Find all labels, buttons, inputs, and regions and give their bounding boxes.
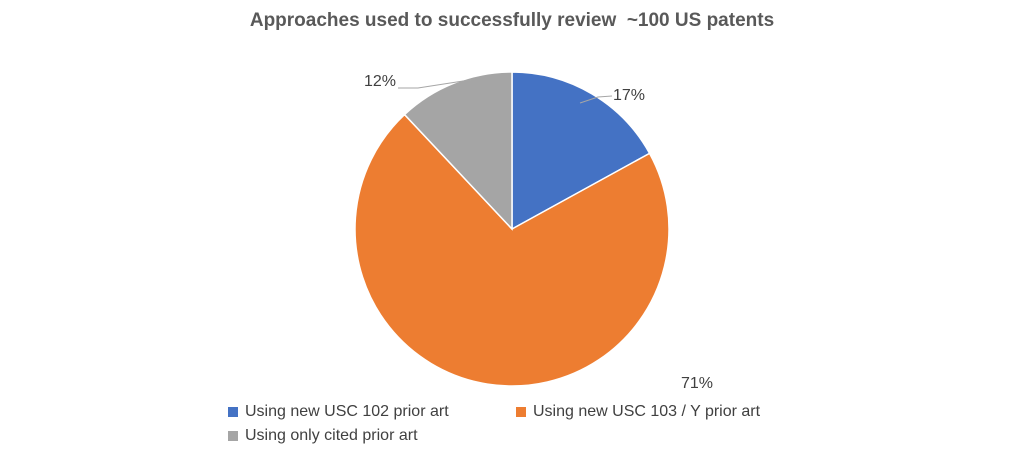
legend-swatch-usc-103	[516, 407, 526, 417]
leader-line	[579, 95, 613, 104]
pie-slice-usc-102[interactable]	[511, 71, 651, 231]
leader-line	[398, 78, 477, 89]
pie-slice-cited-prior-art[interactable]	[403, 71, 513, 231]
legend-swatch-usc-102	[228, 407, 238, 417]
legend-item-cited-prior-art[interactable]: Using only cited prior art	[228, 427, 418, 445]
chart-title: Approaches used to successfully review ~…	[249, 10, 775, 31]
legend-label-usc-103: Using new USC 103 / Y prior art	[533, 403, 761, 420]
legend-label-usc-102: Using new USC 102 prior art	[245, 403, 449, 420]
legend-item-usc-102[interactable]: Using new USC 102 prior art	[228, 403, 449, 421]
data-label-cited-prior-art: 12%	[364, 73, 396, 90]
legend-swatch-cited-prior-art	[228, 431, 238, 441]
pie-slice-usc-103[interactable]	[354, 113, 670, 387]
legend-item-usc-103[interactable]: Using new USC 103 / Y prior art	[516, 403, 760, 421]
legend-label-cited-prior-art: Using only cited prior art	[245, 427, 418, 444]
data-label-usc-102: 17%	[613, 87, 645, 104]
data-label-usc-103: 71%	[681, 375, 713, 392]
